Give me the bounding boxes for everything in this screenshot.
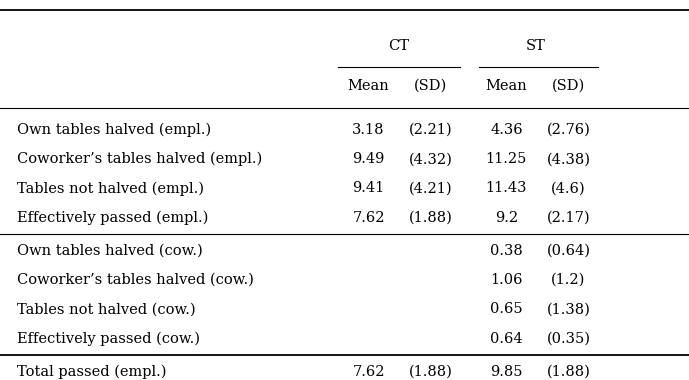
Text: ST: ST	[526, 39, 546, 52]
Text: 11.43: 11.43	[486, 182, 527, 195]
Text: Total passed (empl.): Total passed (empl.)	[17, 364, 167, 379]
Text: (0.64): (0.64)	[546, 244, 590, 258]
Text: Own tables halved (cow.): Own tables halved (cow.)	[17, 244, 203, 258]
Text: (4.21): (4.21)	[409, 182, 453, 195]
Text: Tables not halved (cow.): Tables not halved (cow.)	[17, 302, 196, 316]
Text: Effectively passed (empl.): Effectively passed (empl.)	[17, 211, 209, 225]
Text: (1.38): (1.38)	[546, 302, 590, 316]
Text: 9.49: 9.49	[353, 152, 384, 166]
Text: 7.62: 7.62	[352, 211, 385, 225]
Text: Mean: Mean	[486, 79, 527, 92]
Text: (4.6): (4.6)	[551, 182, 586, 195]
Text: Own tables halved (empl.): Own tables halved (empl.)	[17, 123, 212, 137]
Text: (0.35): (0.35)	[546, 332, 590, 345]
Text: 7.62: 7.62	[352, 365, 385, 378]
Text: 0.38: 0.38	[490, 244, 523, 258]
Text: (4.32): (4.32)	[409, 152, 453, 166]
Text: 11.25: 11.25	[486, 152, 527, 166]
Text: (2.21): (2.21)	[409, 123, 453, 137]
Text: Mean: Mean	[348, 79, 389, 92]
Text: 9.2: 9.2	[495, 211, 518, 225]
Text: (1.88): (1.88)	[409, 365, 453, 378]
Text: 0.65: 0.65	[490, 302, 523, 316]
Text: Coworker’s tables halved (cow.): Coworker’s tables halved (cow.)	[17, 273, 254, 287]
Text: 0.64: 0.64	[490, 332, 523, 345]
Text: 9.85: 9.85	[490, 365, 523, 378]
Text: (2.17): (2.17)	[546, 211, 590, 225]
Text: 9.41: 9.41	[353, 182, 384, 195]
Text: 1.06: 1.06	[490, 273, 523, 287]
Text: Tables not halved (empl.): Tables not halved (empl.)	[17, 181, 204, 196]
Text: (SD): (SD)	[552, 79, 585, 92]
Text: 4.36: 4.36	[490, 123, 523, 137]
Text: (SD): (SD)	[414, 79, 447, 92]
Text: 3.18: 3.18	[352, 123, 385, 137]
Text: (1.88): (1.88)	[409, 211, 453, 225]
Text: (4.38): (4.38)	[546, 152, 590, 166]
Text: Coworker’s tables halved (empl.): Coworker’s tables halved (empl.)	[17, 152, 263, 166]
Text: CT: CT	[388, 39, 409, 52]
Text: (1.2): (1.2)	[551, 273, 586, 287]
Text: (1.88): (1.88)	[546, 365, 590, 378]
Text: Effectively passed (cow.): Effectively passed (cow.)	[17, 331, 200, 346]
Text: (2.76): (2.76)	[546, 123, 590, 137]
